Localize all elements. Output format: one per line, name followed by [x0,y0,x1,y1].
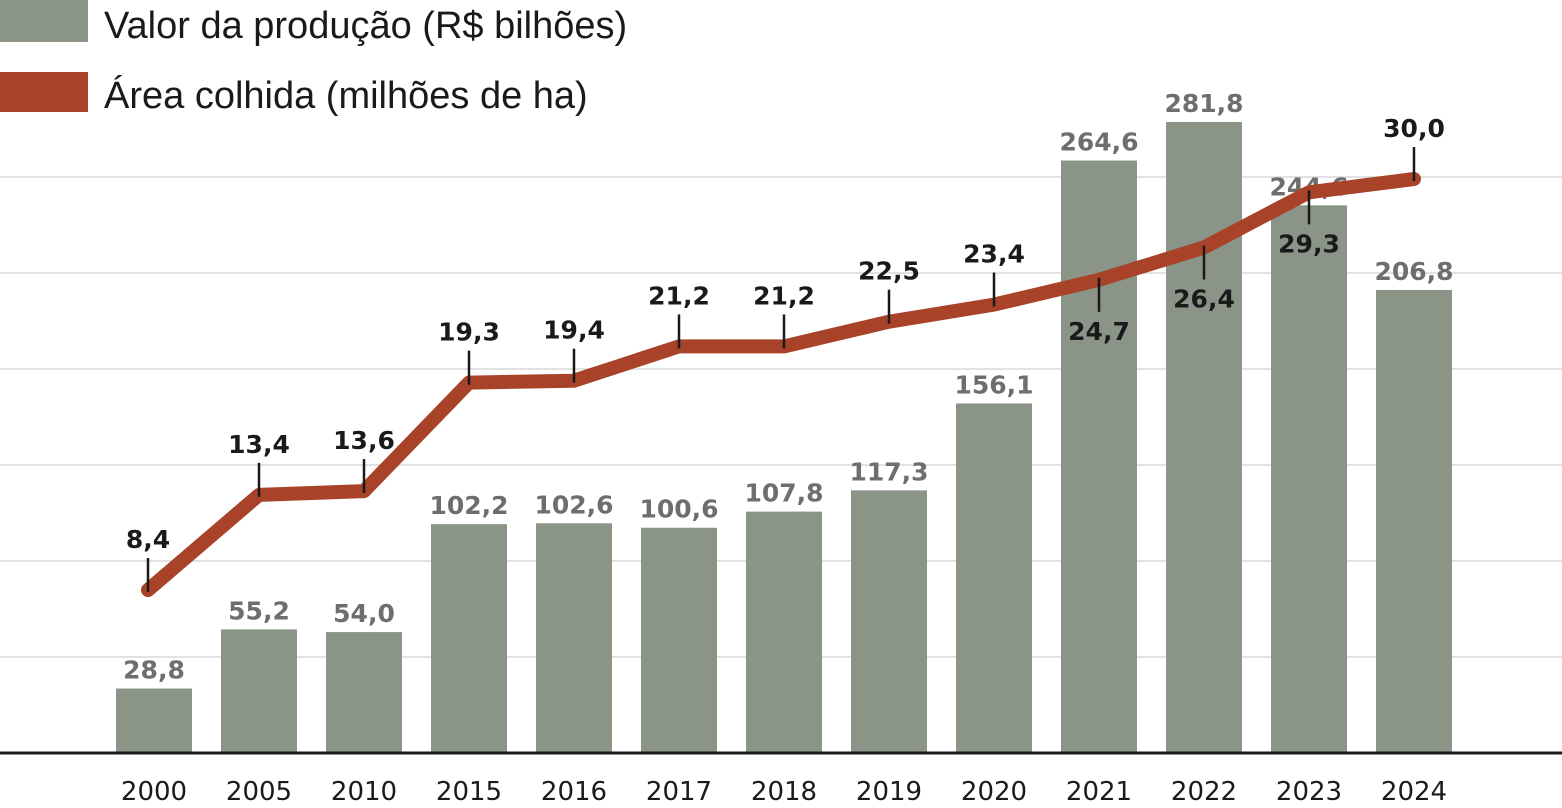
bar-2017 [641,527,717,753]
bar-value-labels: 28,8 55,2 54,0 102,2 102,6 100,6 107,8 117,3 156… [123,89,1453,685]
legend-line-swatch [0,72,88,112]
bar-2015 [431,524,507,753]
bar-label-2022: 281,8 [1164,89,1243,118]
line-point-2015: 19,3 [438,318,500,385]
line-label-2024: 30,0 [1383,114,1445,143]
line-point-2016: 19,4 [543,316,605,383]
line-point-2020: 23,4 [963,240,1025,307]
legend-bar-label: Valor da produção (R$ bilhões) [104,5,627,47]
legend-line-label: Área colhida (milhões de ha) [104,74,588,117]
bar-label-2019: 117,3 [849,457,928,486]
bar-2020 [956,403,1032,753]
bar-2000 [116,688,192,753]
x-axis-tick-labels: 2000 2005 2010 2015 2016 2017 2018 2019 2020 2021… [121,777,1447,807]
x-tick-2018: 2018 [751,777,817,807]
bar-2010 [326,632,402,753]
x-tick-2022: 2022 [1171,777,1237,807]
line-label-2016: 19,4 [543,316,605,345]
bar-label-2021: 264,6 [1059,128,1138,157]
bar-2005 [221,629,297,753]
line-label-2020: 23,4 [963,240,1025,269]
x-tick-2010: 2010 [331,777,397,807]
line-label-2022: 26,4 [1173,285,1235,314]
x-tick-2023: 2023 [1276,777,1342,807]
line-point-2010: 13,6 [333,426,395,494]
x-tick-2005: 2005 [226,777,292,807]
x-tick-2024: 2024 [1381,777,1447,807]
line-point-2022: 26,4 [1173,245,1235,314]
bar-label-2020: 156,1 [954,370,1033,399]
bar-2021 [1061,160,1137,753]
line-label-2021: 24,7 [1068,317,1130,346]
bar-label-2015: 102,2 [429,491,508,520]
x-tick-2017: 2017 [646,777,712,807]
x-tick-2000: 2000 [121,777,187,807]
bar-label-2016: 102,6 [534,490,613,519]
bar-label-2000: 28,8 [123,656,185,685]
line-point-2005: 13,4 [228,430,290,497]
line-label-2015: 19,3 [438,318,500,347]
line-point-2000: 8,4 [126,525,170,592]
x-tick-2020: 2020 [961,777,1027,807]
legend: Valor da produção (R$ bilhões) Área colh… [0,0,627,117]
line-label-2005: 13,4 [228,430,290,459]
bar-label-2024: 206,8 [1374,257,1453,286]
bar-2018 [746,511,822,753]
line-point-2024: 30,0 [1383,114,1445,181]
legend-bar-swatch [0,0,88,42]
line-point-2017: 21,2 [648,281,710,349]
line-point-2021: 24,7 [1068,277,1130,346]
x-tick-2021: 2021 [1066,777,1132,807]
x-tick-2015: 2015 [436,777,502,807]
bar-2016 [536,523,612,753]
bar-2023 [1271,205,1347,754]
line-label-2023: 29,3 [1278,229,1340,258]
bar-label-2017: 100,6 [639,495,718,524]
bar-label-2018: 107,8 [744,479,823,508]
x-tick-2016: 2016 [541,777,607,807]
line-point-2023: 29,3 [1278,190,1340,258]
bar-label-2010: 54,0 [333,599,395,628]
line-value-labels: 8,4 13,4 13,6 19,3 19,4 21,2 21,2 22,5 23,4 24,7 2… [126,114,1445,592]
line-label-2017: 21,2 [648,281,710,310]
bar-series [116,122,1452,754]
x-tick-2019: 2019 [856,777,922,807]
bar-label-2005: 55,2 [228,596,290,625]
line-label-2019: 22,5 [858,257,920,286]
line-label-2010: 13,6 [333,426,395,455]
bar-2022 [1166,122,1242,753]
line-label-2000: 8,4 [126,525,170,554]
bar-2024 [1376,289,1452,753]
line-point-2018: 21,2 [753,281,815,349]
line-point-2019: 22,5 [858,257,920,324]
line-label-2018: 21,2 [753,281,815,310]
bar-2019 [851,490,927,753]
